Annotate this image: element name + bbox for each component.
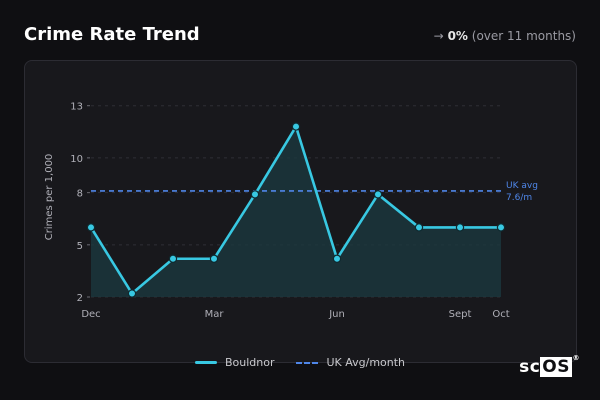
data-point [414,223,424,232]
legend-swatch-dashed [296,361,319,364]
legend-item-average[interactable]: UK Avg/month [296,356,405,369]
x-tick-label: Jun [328,309,345,320]
data-point [127,289,137,298]
legend-label-average: UK Avg/month [326,356,406,369]
logo-boxed-text: OS [540,357,572,377]
trend-value: 0% [447,29,468,43]
series-area [91,126,501,297]
logo-text: sc [519,357,541,377]
data-point [250,190,260,199]
y-tick-label: 2 [77,293,83,304]
line-chart: 2 5 8 10 13 Crimes per 1,000 Dec Mar Jun Sept Oct U… [44,102,538,320]
x-tick-label: Mar [205,309,225,320]
data-point [168,254,178,263]
y-tick-label: 10 [70,154,83,165]
average-value-label: 7.6/m [506,193,532,203]
data-point [209,254,219,263]
data-point [332,254,342,263]
y-axis-label: Crimes per 1,000 [44,154,55,241]
logo-registered-mark: ® [572,354,580,362]
average-label: UK avg [506,181,538,191]
data-point [373,190,383,199]
x-tick-label: Dec [81,309,100,320]
data-point [86,223,96,232]
trend-arrow-icon: → [433,29,444,43]
legend-swatch-solid [194,361,217,364]
trend-summary: → 0% (over 11 months) [434,29,576,43]
y-tick-label: 13 [70,102,83,113]
legend-label-series: Bouldnor [224,356,275,369]
x-tick-label: Oct [492,309,509,320]
data-point [291,122,301,131]
legend-item-series[interactable]: Bouldnor [194,356,275,369]
y-tick-label: 8 [77,189,83,200]
y-tick-label: 5 [77,241,83,252]
x-tick-label: Sept [449,309,472,320]
trend-period: (over 11 months) [471,29,576,43]
chart-title: Crime Rate Trend [24,24,200,45]
data-point [455,223,465,232]
scos-logo: sc OS ® [519,354,580,377]
data-point [496,223,506,232]
chart-legend: Bouldnor UK Avg/month [0,356,600,369]
